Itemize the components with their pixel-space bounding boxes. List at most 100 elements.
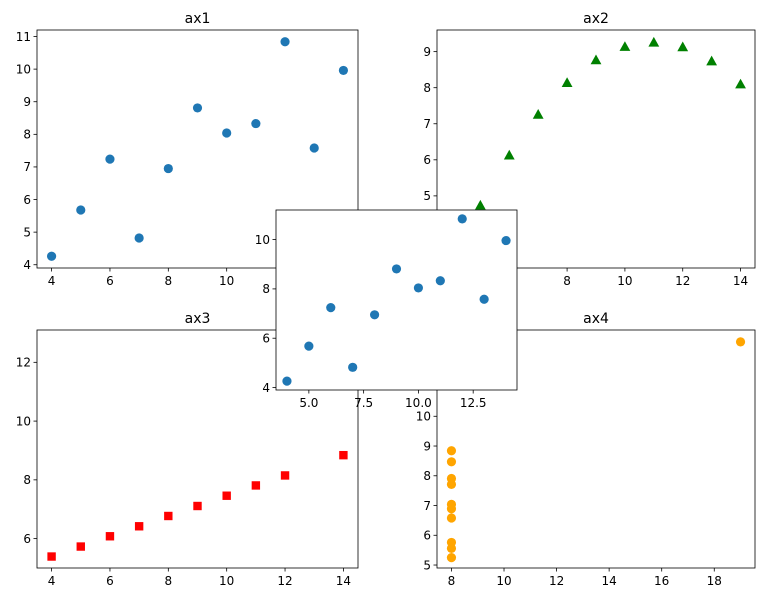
ax3-point <box>280 471 290 480</box>
ax4-xtick-label: 10 <box>496 574 511 588</box>
ax2-point <box>648 36 660 47</box>
ax3-xtick-label: 12 <box>277 574 292 588</box>
ax1-title: ax1 <box>185 11 211 27</box>
ax4-xtick-label: 18 <box>707 574 722 588</box>
ax3-frame <box>36 329 359 569</box>
ax4-point <box>446 446 457 456</box>
inset-ytick-label: 8 <box>262 282 270 296</box>
ax3-point <box>339 450 348 460</box>
inset-point <box>435 276 445 286</box>
ax2-point <box>735 78 746 89</box>
ax2-xtick-label: 10 <box>617 274 632 288</box>
ax2-point <box>706 55 718 66</box>
ax3-xtick-label: 14 <box>336 574 351 588</box>
ax2-point <box>590 54 602 65</box>
inset-point <box>369 310 380 320</box>
ax2-xtick-label: 8 <box>563 274 571 288</box>
ax4-point <box>735 337 746 347</box>
ax3-xtick-label: 4 <box>48 574 56 588</box>
ax3-point <box>164 511 173 521</box>
ax2-xtick-label: 12 <box>675 274 690 288</box>
ax1-xtick-label: 4 <box>48 274 56 288</box>
ax3-ytick-label: 6 <box>23 532 31 546</box>
ax4-ytick-label: 5 <box>423 558 431 572</box>
ax1-ytick-label: 9 <box>23 95 31 109</box>
ax1-point <box>309 143 319 153</box>
ax3-ytick-label: 8 <box>23 473 31 487</box>
ax1-ytick-label: 8 <box>23 128 31 142</box>
ax3-ytick-label: 12 <box>16 356 31 370</box>
inset-markers <box>282 214 511 386</box>
ax4-point <box>446 473 457 484</box>
ax4-xtick-label: 14 <box>601 574 616 588</box>
inset-ytick-label: 10 <box>255 233 270 247</box>
ax1-point <box>163 163 173 174</box>
inset-point <box>479 294 489 304</box>
ax2-title: ax2 <box>583 11 609 27</box>
ax1-point <box>338 65 349 76</box>
ax1-point <box>105 154 115 164</box>
ax2-point <box>619 41 631 51</box>
ax4-title: ax4 <box>583 311 609 327</box>
ax1-markers <box>46 37 349 261</box>
ax4-point <box>446 543 457 553</box>
ax3-point <box>105 532 115 541</box>
inset-ytick-label: 4 <box>262 381 270 395</box>
ax1-xtick-label: 10 <box>219 274 234 288</box>
subplot-ax1: 4681012144567891011ax1 <box>16 11 359 288</box>
inset-axes: 5.0 7.5 10.0 12.5 4 6 8 10 <box>255 209 518 410</box>
ax1-point <box>46 251 57 261</box>
ax4-ytick-label: 10 <box>416 410 431 424</box>
ax1-xtick-label: 6 <box>106 274 114 288</box>
inset-point <box>501 235 511 246</box>
inset-point <box>391 264 402 274</box>
ax1-ytick-label: 7 <box>23 160 31 174</box>
ax1-point <box>76 205 86 215</box>
inset-xtick-label: 7.5 <box>354 396 373 410</box>
ax3-xtick-label: 10 <box>219 574 234 588</box>
ax4-xtick-label: 12 <box>549 574 564 588</box>
inset-xtick-label: 12.5 <box>460 396 487 410</box>
ax3-point <box>76 542 85 551</box>
ax3-point <box>251 481 261 490</box>
subplot-ax4: 8 10 12 14 16 18 5 6 7 8 9 10 ax4 <box>416 311 756 588</box>
ax2-ytick-label: 8 <box>423 81 431 95</box>
inset-point <box>304 341 314 351</box>
ax4-frame <box>436 329 756 569</box>
ax4-xtick-label: 16 <box>654 574 669 588</box>
ax2-frame <box>436 29 756 269</box>
ax1-ytick-label: 11 <box>16 30 31 44</box>
inset-xtick-label: 10.0 <box>405 396 432 410</box>
ax3-point <box>193 501 202 511</box>
inset-xtick-label: 5.0 <box>299 396 318 410</box>
ax2-point <box>561 77 573 87</box>
ax2-ytick-label: 9 <box>423 45 431 59</box>
ax2-point <box>503 149 515 160</box>
inset-point <box>282 376 292 386</box>
ax4-ytick-label: 9 <box>423 439 431 453</box>
ax1-xtick-label: 8 <box>164 274 172 288</box>
ax3-xtick-label: 8 <box>164 574 172 588</box>
ax3-title: ax3 <box>185 311 211 327</box>
ax4-ytick-label: 7 <box>423 499 431 513</box>
ax4-ytick-label: 8 <box>423 469 431 483</box>
ax1-point <box>134 233 144 243</box>
ax1-ytick-label: 5 <box>23 225 31 239</box>
inset-point <box>413 283 424 293</box>
inset-background <box>276 210 517 390</box>
ax4-point <box>446 513 457 523</box>
ax3-point <box>222 491 231 500</box>
ax1-point <box>222 128 232 138</box>
ax3-point <box>134 522 144 531</box>
ax2-ytick-label: 5 <box>423 189 431 203</box>
ax4-ytick-label: 6 <box>423 529 431 543</box>
inset-ytick-label: 6 <box>262 332 270 346</box>
ax4-point <box>446 552 457 563</box>
inset-point <box>457 214 467 224</box>
ax4-xtick-label: 8 <box>448 574 456 588</box>
ax3-xtick-label: 6 <box>106 574 114 588</box>
ax1-frame <box>36 29 359 269</box>
ax3-point <box>47 552 56 561</box>
inset-frame <box>275 209 518 391</box>
